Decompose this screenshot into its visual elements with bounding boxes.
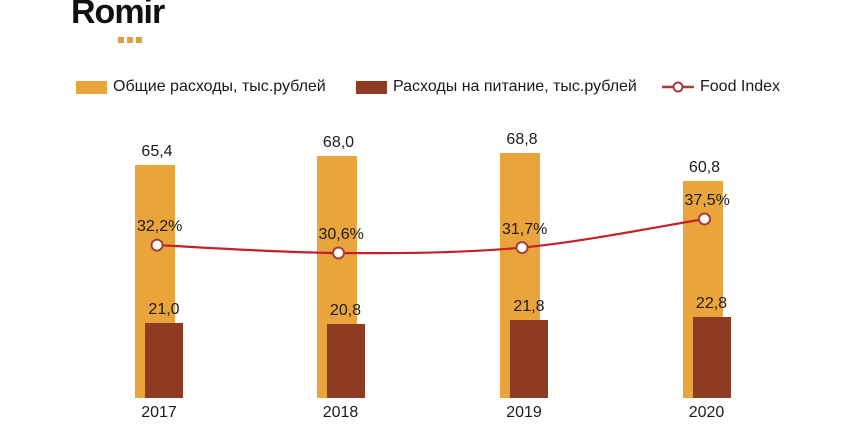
line-marker-icon bbox=[662, 81, 694, 93]
logo-dot bbox=[118, 37, 124, 43]
category-label-2018: 2018 bbox=[322, 404, 359, 421]
legend-label-food-index: Food Index bbox=[700, 78, 781, 95]
legend-item-total-expenses: Общие расходы, тыс.рублей bbox=[76, 77, 326, 97]
logo-dot bbox=[127, 37, 133, 43]
total-expenses-value-2017: 65,4 bbox=[141, 142, 173, 160]
category-label-2017: 2017 bbox=[141, 404, 177, 421]
food-index-value-2017: 32,2% bbox=[137, 218, 183, 236]
total-expenses-value-2019: 68,8 bbox=[506, 130, 538, 148]
food-index-value-2018: 30,6% bbox=[318, 226, 364, 243]
romir-logo-dots bbox=[118, 37, 142, 43]
food-index-value-2020: 37,5% bbox=[684, 192, 730, 209]
food-expenses-value-2020: 22,8 bbox=[695, 294, 728, 312]
food-expenses-bar-2019 bbox=[510, 320, 548, 398]
legend-item-food-expenses: Расходы на питание, тыс.рублей bbox=[356, 77, 637, 97]
food-expenses-value-2017: 21,0 bbox=[148, 301, 180, 319]
legend-swatch-total-expenses bbox=[76, 80, 107, 94]
legend-label-total-expenses: Общие расходы, тыс.рублей bbox=[113, 78, 326, 95]
food-expenses-value-2019: 21,8 bbox=[513, 298, 545, 316]
romir-logo-text: Romir bbox=[71, 0, 165, 31]
romir-logo: Romir bbox=[71, 0, 165, 43]
category-label-2019: 2019 bbox=[506, 404, 542, 421]
food-index-line bbox=[156, 217, 705, 255]
food-expenses-bar-2018 bbox=[326, 323, 365, 398]
total-expenses-value-2020: 60,8 bbox=[688, 159, 721, 177]
logo-dot bbox=[136, 37, 142, 43]
legend: Общие расходы, тыс.рублей Расходы на пит… bbox=[0, 77, 850, 97]
legend-label-food-expenses: Расходы на питание, тыс.рублей bbox=[393, 78, 637, 95]
legend-swatch-food-expenses bbox=[356, 80, 387, 94]
category-label-2020: 2020 bbox=[688, 404, 725, 421]
food-expenses-bar-2020 bbox=[692, 316, 731, 398]
total-expenses-value-2018: 68,0 bbox=[322, 133, 355, 151]
legend-item-food-index: Food Index bbox=[662, 77, 780, 97]
food-index-value-2019: 31,7% bbox=[502, 220, 548, 238]
food-expenses-bar-2017 bbox=[145, 323, 183, 398]
food-expenses-value-2018: 20,8 bbox=[329, 301, 362, 319]
